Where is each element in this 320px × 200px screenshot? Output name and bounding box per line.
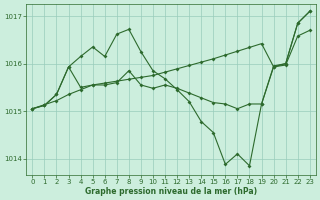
X-axis label: Graphe pression niveau de la mer (hPa): Graphe pression niveau de la mer (hPa)	[85, 187, 257, 196]
